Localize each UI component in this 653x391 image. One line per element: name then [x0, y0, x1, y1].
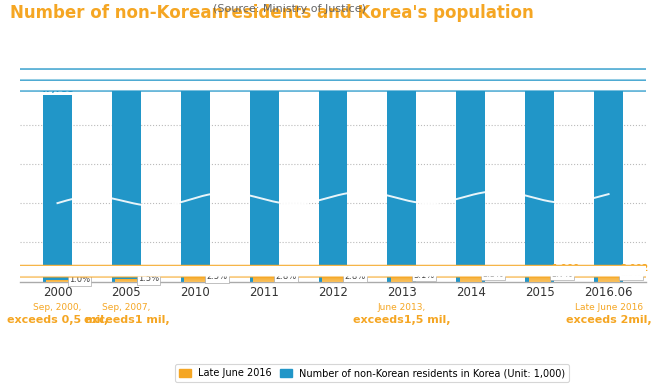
Circle shape: [0, 75, 653, 79]
Text: 47,733: 47,733: [40, 85, 75, 94]
Circle shape: [0, 269, 653, 272]
Text: 51,529: 51,529: [522, 70, 557, 79]
Bar: [387, 82, 417, 282]
Circle shape: [0, 267, 653, 270]
Circle shape: [0, 271, 653, 277]
Circle shape: [0, 266, 653, 271]
Circle shape: [0, 81, 653, 86]
Text: 51,141: 51,141: [385, 72, 419, 81]
Bar: [525, 80, 554, 282]
Circle shape: [0, 268, 653, 273]
Text: 51,328: 51,328: [453, 71, 488, 80]
Text: 50,734: 50,734: [247, 73, 281, 82]
Bar: [112, 91, 141, 282]
Circle shape: [0, 71, 653, 78]
Text: 1.5%: 1.5%: [138, 274, 159, 283]
Bar: [46, 280, 69, 282]
Circle shape: [0, 72, 653, 79]
Text: 1,261: 1,261: [207, 267, 235, 276]
Text: 2.5%: 2.5%: [207, 272, 228, 281]
Text: 2.8%: 2.8%: [276, 272, 297, 281]
Text: 1,900: 1,900: [551, 264, 579, 273]
Text: 50,516: 50,516: [178, 74, 212, 83]
Text: 1.0%: 1.0%: [69, 275, 90, 284]
Circle shape: [0, 268, 653, 273]
Text: 50,948: 50,948: [315, 72, 351, 81]
Circle shape: [0, 267, 653, 270]
Text: June 2013,: June 2013,: [378, 303, 426, 312]
Text: 48,782: 48,782: [109, 81, 144, 90]
Text: exceeds 2mil,: exceeds 2mil,: [565, 315, 652, 325]
Text: 2.8%: 2.8%: [345, 272, 366, 281]
Circle shape: [0, 74, 653, 80]
Text: Late June 2016: Late June 2016: [575, 303, 643, 312]
Text: Number of non-Koreanresidents and Korea's population: Number of non-Koreanresidents and Korea'…: [10, 4, 534, 22]
Circle shape: [0, 273, 653, 276]
Text: 3.9%: 3.9%: [620, 269, 641, 278]
Bar: [249, 83, 279, 282]
Circle shape: [0, 271, 653, 276]
Bar: [319, 83, 347, 282]
Bar: [391, 275, 413, 282]
Circle shape: [0, 84, 653, 91]
Text: (Source: Ministry of Justice): (Source: Ministry of Justice): [10, 4, 366, 14]
Circle shape: [0, 69, 653, 76]
Bar: [184, 276, 206, 282]
Text: 1,798: 1,798: [483, 265, 511, 274]
Circle shape: [0, 72, 653, 75]
Circle shape: [0, 266, 653, 272]
Circle shape: [0, 265, 653, 271]
Text: 2,002: 2,002: [620, 264, 648, 273]
Circle shape: [0, 268, 653, 274]
Text: 1,576: 1,576: [413, 265, 442, 274]
Text: exceeds1,5 mil,: exceeds1,5 mil,: [353, 315, 451, 325]
Circle shape: [0, 269, 653, 273]
Bar: [460, 274, 482, 282]
Text: 1,445: 1,445: [345, 266, 373, 275]
Bar: [116, 279, 137, 282]
Bar: [594, 80, 623, 282]
Legend: Late June 2016, Number of non-Korean residents in Korea (Unit: 1,000): Late June 2016, Number of non-Korean res…: [175, 364, 569, 382]
Circle shape: [0, 86, 653, 90]
Circle shape: [0, 271, 653, 275]
Bar: [181, 84, 210, 282]
Text: exceeds1 mil,: exceeds1 mil,: [84, 315, 169, 325]
Text: 51,619: 51,619: [591, 70, 626, 79]
Bar: [253, 276, 275, 282]
Circle shape: [0, 70, 653, 76]
Bar: [322, 276, 344, 282]
Circle shape: [0, 267, 653, 273]
Text: 3.1%: 3.1%: [413, 271, 435, 280]
Text: 1,395: 1,395: [276, 266, 304, 275]
Circle shape: [0, 80, 653, 87]
Text: 491: 491: [69, 270, 88, 279]
Circle shape: [0, 74, 653, 78]
Circle shape: [0, 71, 653, 75]
Circle shape: [0, 73, 653, 79]
Circle shape: [0, 72, 653, 76]
Text: Sep, 2007,: Sep, 2007,: [102, 303, 151, 312]
Circle shape: [0, 267, 653, 271]
Text: exceeds 0,5 mil,: exceeds 0,5 mil,: [7, 315, 108, 325]
Text: 3.7%: 3.7%: [551, 270, 573, 279]
Bar: [597, 274, 620, 282]
Circle shape: [0, 269, 653, 272]
Bar: [43, 95, 72, 282]
Circle shape: [0, 70, 653, 75]
Circle shape: [0, 268, 653, 272]
Bar: [456, 81, 485, 282]
Bar: [529, 274, 550, 282]
Text: 3.5%: 3.5%: [483, 270, 503, 279]
Circle shape: [0, 70, 653, 77]
Text: 747: 747: [138, 269, 157, 278]
Text: Sep, 2000,: Sep, 2000,: [33, 303, 82, 312]
Circle shape: [0, 73, 653, 77]
